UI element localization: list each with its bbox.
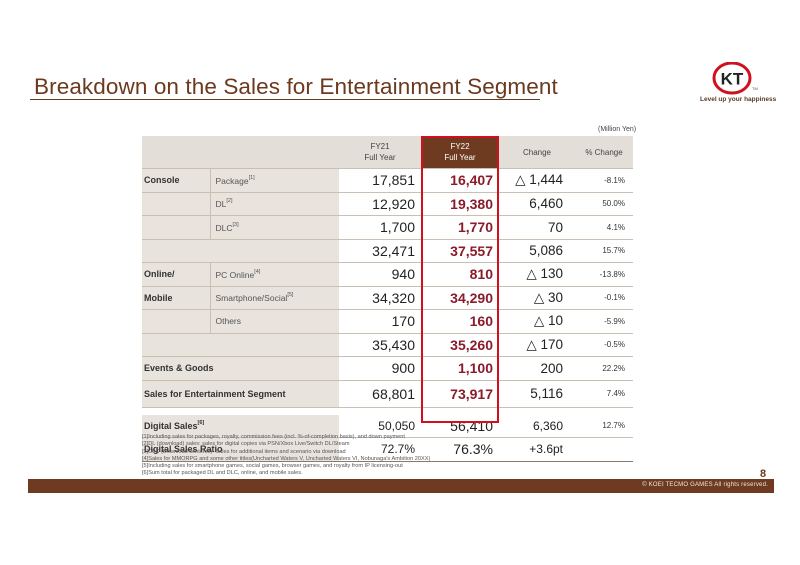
cell-change: 5,116 bbox=[499, 380, 575, 408]
cell-change: △ 170 bbox=[499, 333, 575, 357]
row-label-dlc: DLC[3] bbox=[209, 215, 339, 240]
cell-fy22: 19,380 bbox=[421, 192, 499, 216]
cell-fy21: 17,851 bbox=[339, 168, 421, 193]
cell-fy22: 1,100 bbox=[421, 356, 499, 381]
copyright-text: © KOEI TECMO GAMES All rights reserved. bbox=[642, 482, 768, 488]
unit-label: (Million Yen) bbox=[598, 126, 637, 133]
header-blank bbox=[142, 136, 339, 169]
cell-fy21: 35,430 bbox=[339, 333, 421, 357]
row-label-online: Online/ bbox=[142, 262, 210, 287]
table-row: Digital Sales[6] 50,050 56,410 6,360 12.… bbox=[142, 414, 633, 438]
logo-tagline: Level up your happiness bbox=[700, 96, 777, 103]
cell-pct: 7.4% bbox=[575, 380, 633, 408]
footnote: [1]Including sales for packages, royalty… bbox=[142, 434, 405, 440]
cell-change: △ 130 bbox=[499, 262, 575, 287]
cell-fy22: 810 bbox=[421, 262, 499, 287]
row-label-digital-sales: Digital Sales[6] bbox=[142, 414, 339, 438]
cell-change: 5,086 bbox=[499, 239, 575, 263]
cell-change: 70 bbox=[499, 215, 575, 240]
table-row-subtotal: 32,471 37,557 5,086 15.7% bbox=[142, 239, 633, 263]
title-underline bbox=[30, 99, 540, 100]
table-row: DL[2] 12,920 19,380 6,460 50.0% bbox=[142, 192, 633, 216]
cell-pct: -0.5% bbox=[575, 333, 633, 357]
row-label-dl: DL[2] bbox=[209, 192, 339, 216]
cell-change: 6,460 bbox=[499, 192, 575, 216]
cell-fy22: 35,260 bbox=[421, 333, 499, 357]
table-row: Console Package[1] 17,851 16,407 △ 1,444… bbox=[142, 168, 633, 193]
header-fy21: FY21 Full Year bbox=[339, 136, 421, 169]
table-row: Others 170 160 △ 10 -5.9% bbox=[142, 309, 633, 334]
cell-fy22: 16,407 bbox=[421, 168, 499, 193]
page-number: 8 bbox=[760, 468, 767, 480]
cell-pct: -5.9% bbox=[575, 309, 633, 334]
table-row: Digital Sales Ratio 72.7% 76.3% +3.6pt bbox=[142, 437, 633, 462]
row-label-digital-ratio: Digital Sales Ratio bbox=[142, 437, 339, 462]
row-label-console: Console bbox=[142, 168, 210, 193]
cell-pct: 22.2% bbox=[575, 356, 633, 381]
header-change: Change bbox=[499, 136, 575, 169]
trademark-label: TM bbox=[752, 86, 758, 91]
row-label-pc-online: PC Online[4] bbox=[209, 262, 339, 287]
cell-fy21: 72.7% bbox=[339, 437, 421, 462]
row-label-package: Package[1] bbox=[209, 168, 339, 193]
cell-fy21: 12,920 bbox=[339, 192, 421, 216]
cell-fy22: 37,557 bbox=[421, 239, 499, 263]
row-label-events-goods: Events & Goods bbox=[142, 356, 339, 381]
cell-fy22: 73,917 bbox=[421, 380, 499, 408]
cell-fy21: 940 bbox=[339, 262, 421, 287]
footnote: [4]Sales for MMORPG and some other title… bbox=[142, 455, 431, 462]
table-row-subtotal: 35,430 35,260 △ 170 -0.5% bbox=[142, 333, 633, 357]
cell-fy22: 34,290 bbox=[421, 286, 499, 310]
footer-bar: © KOEI TECMO GAMES All rights reserved. bbox=[28, 479, 774, 493]
cell-pct bbox=[575, 437, 633, 462]
table-header-row: FY21 Full Year FY22 Full Year Change % Cha… bbox=[142, 136, 633, 169]
footnote: [6]Sum total for packaged DL and DLC, on… bbox=[142, 470, 303, 477]
cell-fy22: 1,770 bbox=[421, 215, 499, 240]
cell-change: +3.6pt bbox=[499, 437, 575, 462]
footnotes: [1]Including sales for packages, royalty… bbox=[142, 434, 430, 478]
header-fy22: FY22 Full Year bbox=[421, 136, 499, 169]
row-label-smartphone-social: Smartphone/Social[5] bbox=[209, 286, 339, 310]
cell-fy21: 32,471 bbox=[339, 239, 421, 263]
row-label-segment-total: Sales for Entertainment Segment bbox=[142, 380, 339, 408]
table-row: Online/ PC Online[4] 940 810 △ 130 -13.8… bbox=[142, 262, 633, 287]
cell-fy21: 34,320 bbox=[339, 286, 421, 310]
table-row: Mobile Smartphone/Social[5] 34,320 34,29… bbox=[142, 286, 633, 310]
row-label-mobile: Mobile bbox=[142, 286, 210, 310]
header-pct-change: % Change bbox=[575, 136, 633, 169]
cell-fy21: 170 bbox=[339, 309, 421, 334]
footnote: [3]DLC (Download contents): Sales for ad… bbox=[142, 448, 346, 455]
cell-fy21: 1,700 bbox=[339, 215, 421, 240]
table-row-total: Sales for Entertainment Segment 68,801 7… bbox=[142, 380, 633, 408]
cell-pct: 15.7% bbox=[575, 239, 633, 263]
cell-pct: -0.1% bbox=[575, 286, 633, 310]
cell-pct: 12.7% bbox=[575, 414, 633, 438]
cell-change: 200 bbox=[499, 356, 575, 381]
cell-change: △ 1,444 bbox=[499, 168, 575, 193]
footnote: [2]DL (download) sales: sales for digita… bbox=[142, 441, 350, 448]
cell-fy22: 76.3% bbox=[421, 437, 499, 462]
cell-pct: -13.8% bbox=[575, 262, 633, 287]
cell-fy21: 900 bbox=[339, 356, 421, 381]
cell-change: △ 10 bbox=[499, 309, 575, 334]
company-logo: KT TM Level up your happiness bbox=[700, 62, 780, 108]
cell-fy22: 56,410 bbox=[421, 414, 499, 438]
cell-pct: -8.1% bbox=[575, 168, 633, 193]
cell-pct: 50.0% bbox=[575, 192, 633, 216]
cell-fy22: 160 bbox=[421, 309, 499, 334]
logo-mark-text: KT bbox=[721, 70, 744, 89]
cell-pct: 4.1% bbox=[575, 215, 633, 240]
cell-change: 6,360 bbox=[499, 414, 575, 438]
sales-breakdown-table: FY21 Full Year FY22 Full Year Change % Cha… bbox=[142, 136, 633, 462]
row-label-others: Others bbox=[209, 309, 339, 334]
table-row: DLC[3] 1,700 1,770 70 4.1% bbox=[142, 215, 633, 240]
table-row: Events & Goods 900 1,100 200 22.2% bbox=[142, 356, 633, 381]
cell-fy21: 50,050 bbox=[339, 414, 421, 438]
cell-change: △ 30 bbox=[499, 286, 575, 310]
footnote: [5]Including sales for smartphone games,… bbox=[142, 463, 403, 470]
page-title: Breakdown on the Sales for Entertainment… bbox=[34, 74, 558, 99]
kt-logo-icon: KT bbox=[712, 62, 752, 95]
cell-fy21: 68,801 bbox=[339, 380, 421, 408]
